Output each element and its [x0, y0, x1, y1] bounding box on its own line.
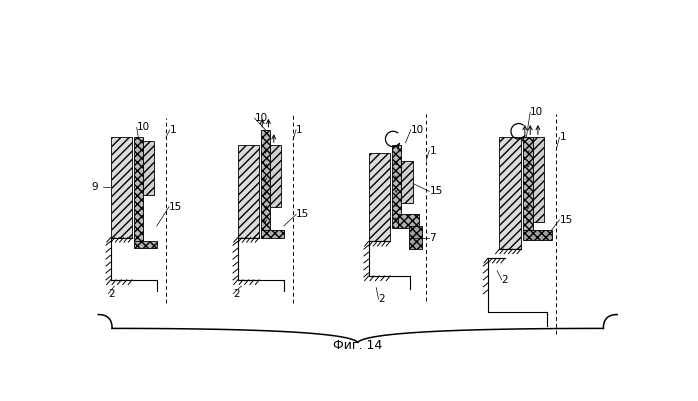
- Bar: [392, 145, 401, 227]
- Text: 1: 1: [429, 146, 436, 156]
- Bar: [133, 138, 143, 241]
- Bar: [523, 138, 533, 230]
- Text: 9: 9: [91, 182, 98, 192]
- Bar: [270, 145, 281, 207]
- Bar: [143, 141, 154, 195]
- Text: 1: 1: [560, 132, 566, 142]
- Text: 1: 1: [170, 125, 177, 135]
- Bar: [261, 130, 270, 230]
- Bar: [523, 230, 551, 240]
- Text: 10: 10: [137, 122, 150, 132]
- Text: 1: 1: [296, 125, 303, 135]
- Text: Фиг. 14: Фиг. 14: [333, 339, 383, 352]
- Text: 15: 15: [169, 202, 182, 212]
- Text: 15: 15: [560, 215, 573, 225]
- Text: 10: 10: [530, 107, 543, 117]
- Bar: [261, 230, 284, 237]
- Bar: [499, 138, 521, 249]
- Text: 7: 7: [429, 233, 436, 243]
- Bar: [110, 138, 132, 237]
- Text: 15: 15: [296, 209, 309, 219]
- Text: 15: 15: [429, 186, 443, 196]
- Bar: [408, 226, 422, 249]
- Text: 2: 2: [378, 294, 385, 304]
- Bar: [369, 153, 390, 241]
- Text: 2: 2: [233, 289, 239, 299]
- Text: 10: 10: [411, 125, 424, 135]
- Bar: [401, 160, 413, 203]
- Bar: [237, 145, 259, 237]
- Text: 10: 10: [255, 113, 267, 123]
- Bar: [133, 241, 157, 247]
- Text: 2: 2: [108, 289, 115, 299]
- Bar: [533, 138, 544, 222]
- Text: 2: 2: [502, 275, 508, 285]
- Bar: [398, 214, 419, 227]
